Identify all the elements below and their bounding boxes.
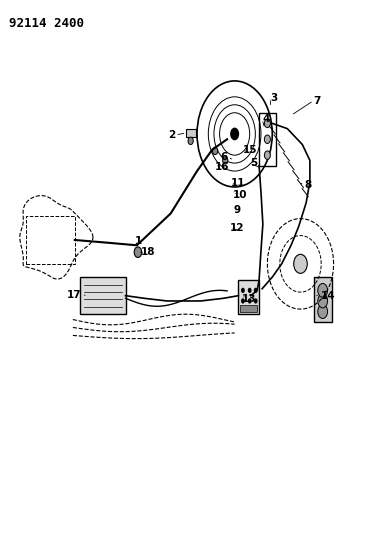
Text: 18: 18 xyxy=(141,247,155,257)
Text: 4: 4 xyxy=(262,114,269,124)
Text: 14: 14 xyxy=(320,290,335,301)
Circle shape xyxy=(265,151,270,159)
Circle shape xyxy=(213,147,218,155)
Bar xyxy=(240,305,257,312)
Text: 13: 13 xyxy=(242,294,257,304)
Circle shape xyxy=(241,288,245,293)
Circle shape xyxy=(188,137,193,144)
Text: 92114 2400: 92114 2400 xyxy=(9,17,84,30)
Text: 15: 15 xyxy=(243,145,257,155)
Bar xyxy=(314,277,332,322)
Circle shape xyxy=(248,288,252,293)
Text: 17: 17 xyxy=(67,289,81,300)
Circle shape xyxy=(254,298,258,304)
Bar xyxy=(238,280,259,314)
Text: 7: 7 xyxy=(314,95,321,106)
Circle shape xyxy=(222,157,228,164)
Circle shape xyxy=(241,298,245,304)
Bar xyxy=(80,277,125,314)
Circle shape xyxy=(318,294,327,308)
Circle shape xyxy=(318,284,327,297)
Text: 11: 11 xyxy=(230,178,245,188)
Polygon shape xyxy=(186,128,196,136)
Text: 1: 1 xyxy=(135,236,142,246)
Text: 2: 2 xyxy=(168,130,175,140)
Circle shape xyxy=(230,127,239,140)
Text: 8: 8 xyxy=(304,180,312,190)
Circle shape xyxy=(134,247,142,257)
Circle shape xyxy=(248,298,252,304)
Text: 5: 5 xyxy=(250,158,257,168)
Text: 6: 6 xyxy=(221,152,228,161)
Circle shape xyxy=(265,119,270,127)
Circle shape xyxy=(265,135,270,143)
Text: 12: 12 xyxy=(230,223,244,233)
Text: 9: 9 xyxy=(233,205,241,215)
Circle shape xyxy=(294,254,307,273)
Circle shape xyxy=(318,305,327,318)
Text: 10: 10 xyxy=(233,190,247,200)
Text: 3: 3 xyxy=(270,93,278,103)
Circle shape xyxy=(254,288,258,293)
Text: 16: 16 xyxy=(215,162,230,172)
